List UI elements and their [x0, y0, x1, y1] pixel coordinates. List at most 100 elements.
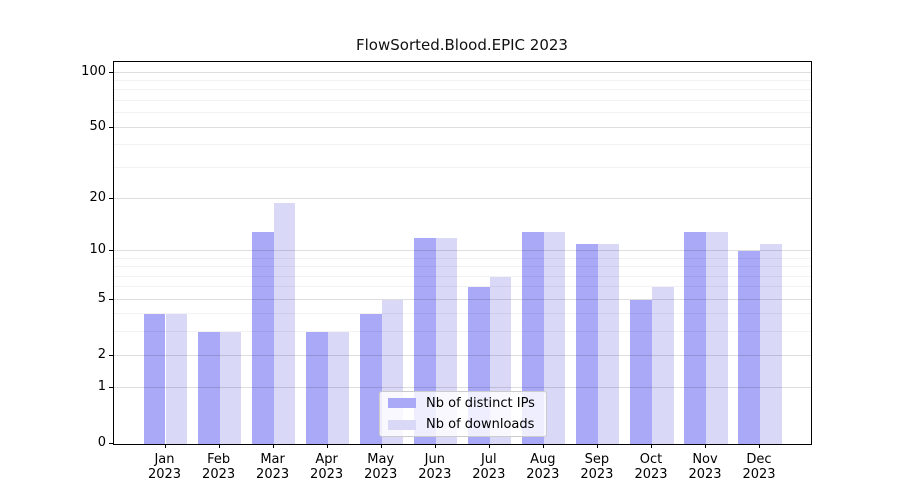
x-tick-year: 2023: [418, 467, 452, 482]
gridline-minor: [114, 275, 811, 277]
chart-title: FlowSorted.Blood.EPIC 2023: [356, 36, 568, 54]
x-tick-label: Dec 2023: [731, 452, 787, 482]
legend-swatch-distinct-ips: [388, 398, 416, 409]
bar-downloads: [165, 314, 188, 444]
gridline-major: [114, 71, 811, 73]
y-tick: [109, 197, 113, 199]
legend-label-downloads: Nb of downloads: [426, 417, 535, 433]
x-tick: [705, 444, 706, 448]
x-tick: [218, 444, 220, 448]
bar-distinct-ips: [576, 243, 598, 444]
x-tick-label: Aug 2023: [515, 452, 571, 482]
gridline-major: [114, 387, 811, 389]
x-tick-year: 2023: [256, 467, 290, 482]
bar-distinct-ips: [306, 332, 328, 444]
gridline-minor: [114, 144, 811, 145]
x-tick-year: 2023: [742, 467, 776, 482]
x-tick-month: Feb: [207, 452, 231, 467]
x-tick-year: 2023: [147, 467, 182, 482]
bar-downloads: [219, 332, 242, 444]
gridline-minor: [114, 89, 811, 91]
bar-distinct-ips: [252, 231, 274, 444]
x-tick: [488, 444, 490, 448]
bar-distinct-ips: [360, 314, 382, 444]
x-tick-month: Jul: [480, 452, 497, 467]
bar-downloads: [651, 287, 674, 444]
y-tick: [109, 126, 113, 128]
x-tick: [272, 444, 274, 448]
x-tick-month: Nov: [692, 452, 718, 467]
x-tick-month: Jun: [424, 452, 445, 467]
x-tick-label: Oct 2023: [623, 452, 679, 482]
gridline-major: [114, 250, 811, 251]
y-tick: [109, 298, 113, 300]
x-tick-month: Aug: [530, 452, 556, 467]
gridline-minor: [114, 79, 811, 81]
y-tick-label: 5: [97, 290, 106, 306]
x-tick-label: Jun 2023: [407, 452, 463, 482]
x-tick-label: Feb 2023: [191, 452, 247, 482]
x-tick-year: 2023: [472, 467, 506, 482]
bar-distinct-ips: [630, 299, 652, 444]
x-tick: [759, 444, 760, 448]
gridline-major: [114, 126, 811, 128]
x-tick-year: 2023: [634, 467, 668, 482]
x-tick: [542, 444, 544, 448]
x-tick-year: 2023: [310, 467, 344, 482]
x-tick: [164, 444, 166, 448]
x-tick-month: Mar: [260, 452, 285, 467]
x-tick-label: Apr 2023: [299, 452, 355, 482]
x-tick: [596, 444, 598, 448]
x-tick-year: 2023: [580, 467, 614, 482]
legend-label-distinct-ips: Nb of distinct IPs: [426, 395, 535, 411]
x-tick-month: Apr: [315, 452, 338, 467]
x-tick-month: Sep: [584, 452, 610, 467]
bar-distinct-ips: [143, 314, 166, 444]
bar-downloads: [706, 231, 728, 444]
legend-row-downloads: Nb of downloads: [380, 416, 546, 435]
legend: Nb of distinct IPs Nb of downloads: [379, 391, 547, 437]
x-tick-label: Jul 2023: [461, 452, 517, 482]
x-tick-year: 2023: [364, 467, 398, 482]
y-tick: [109, 354, 113, 356]
y-tick-label: 100: [81, 63, 106, 79]
x-tick: [380, 444, 382, 448]
x-tick-label: Sep 2023: [569, 452, 625, 482]
gridline-major: [114, 197, 811, 199]
bar-downloads: [327, 332, 350, 444]
y-tick-label: 2: [97, 346, 106, 362]
gridline-minor: [114, 286, 811, 288]
x-tick: [651, 444, 652, 448]
gridline-minor: [114, 266, 811, 268]
gridline-minor: [114, 313, 811, 315]
x-tick-label: Nov 2023: [677, 452, 733, 482]
bar-distinct-ips: [684, 231, 706, 444]
legend-row-distinct-ips: Nb of distinct IPs: [380, 394, 546, 413]
x-tick-label: Mar 2023: [245, 452, 301, 482]
x-tick-month: Oct: [639, 452, 663, 467]
y-tick: [109, 387, 113, 389]
x-tick-month: Jan: [154, 452, 175, 467]
x-tick-label: May 2023: [353, 452, 409, 482]
x-tick-month: Dec: [746, 452, 772, 467]
x-tick-year: 2023: [526, 467, 560, 482]
bar-distinct-ips: [197, 332, 220, 444]
plot-area: Nb of distinct IPs Nb of downloads: [113, 61, 812, 445]
x-tick: [434, 444, 436, 448]
y-tick-label: 50: [89, 118, 106, 134]
x-tick: [326, 444, 328, 448]
bar-downloads: [597, 243, 620, 444]
bar-downloads: [273, 202, 296, 444]
gridline-minor: [114, 99, 811, 101]
y-tick-label: 10: [89, 242, 106, 257]
y-tick-label: 1: [97, 379, 106, 395]
gridline-minor: [114, 257, 811, 259]
y-tick: [109, 443, 113, 444]
bar-downloads: [760, 243, 782, 444]
x-tick-year: 2023: [688, 467, 722, 482]
bar-downloads: [543, 231, 566, 444]
bar-distinct-ips: [738, 251, 761, 444]
gridline-major: [114, 298, 811, 300]
gridline-minor: [114, 112, 811, 113]
